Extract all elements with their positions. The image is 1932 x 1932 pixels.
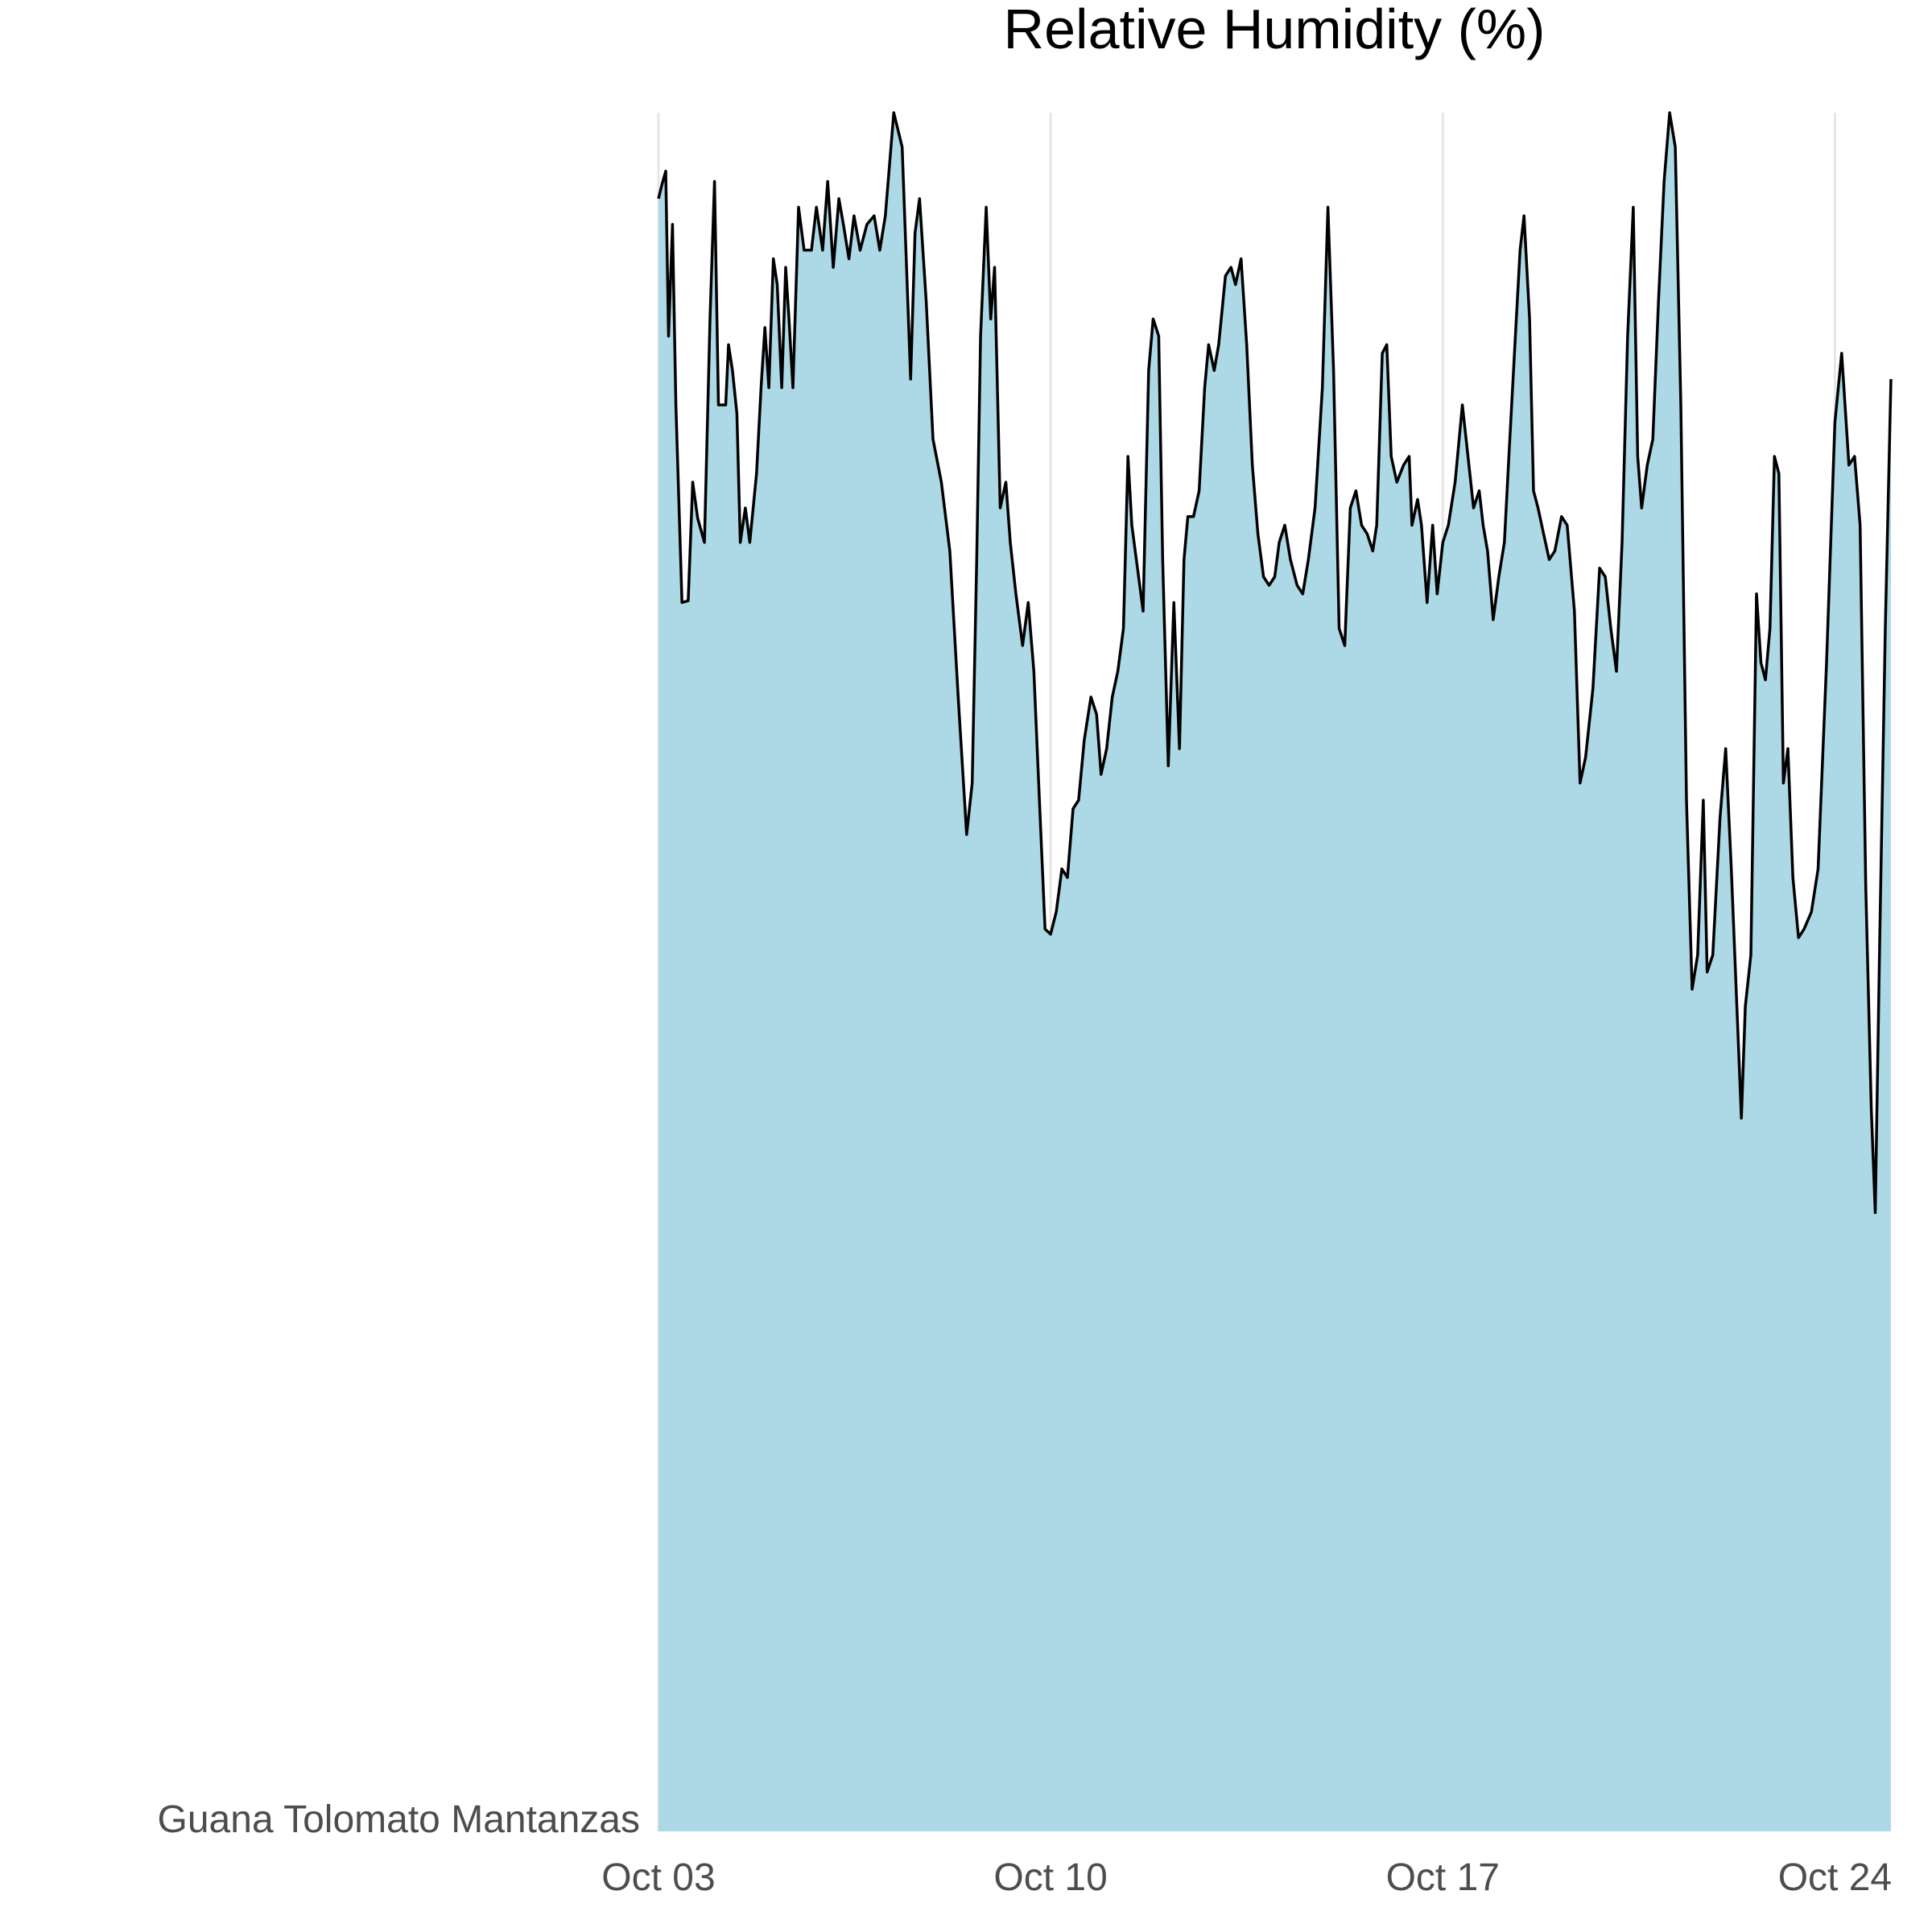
x-tick-label: Oct 17 bbox=[1386, 1856, 1500, 1899]
humidity-line bbox=[657, 111, 1893, 1215]
chart-title: Relative Humidity (%) bbox=[1004, 0, 1546, 60]
station-label: Guana Tolomato Mantanzas bbox=[158, 1798, 640, 1841]
x-axis-ticks: Oct 03 Oct 10 Oct 17 Oct 24 bbox=[601, 1856, 1892, 1899]
x-tick-label: Oct 03 bbox=[601, 1856, 715, 1899]
x-tick-label: Oct 10 bbox=[993, 1856, 1107, 1899]
humidity-area bbox=[658, 113, 1891, 1831]
x-tick-label: Oct 24 bbox=[1778, 1856, 1892, 1899]
